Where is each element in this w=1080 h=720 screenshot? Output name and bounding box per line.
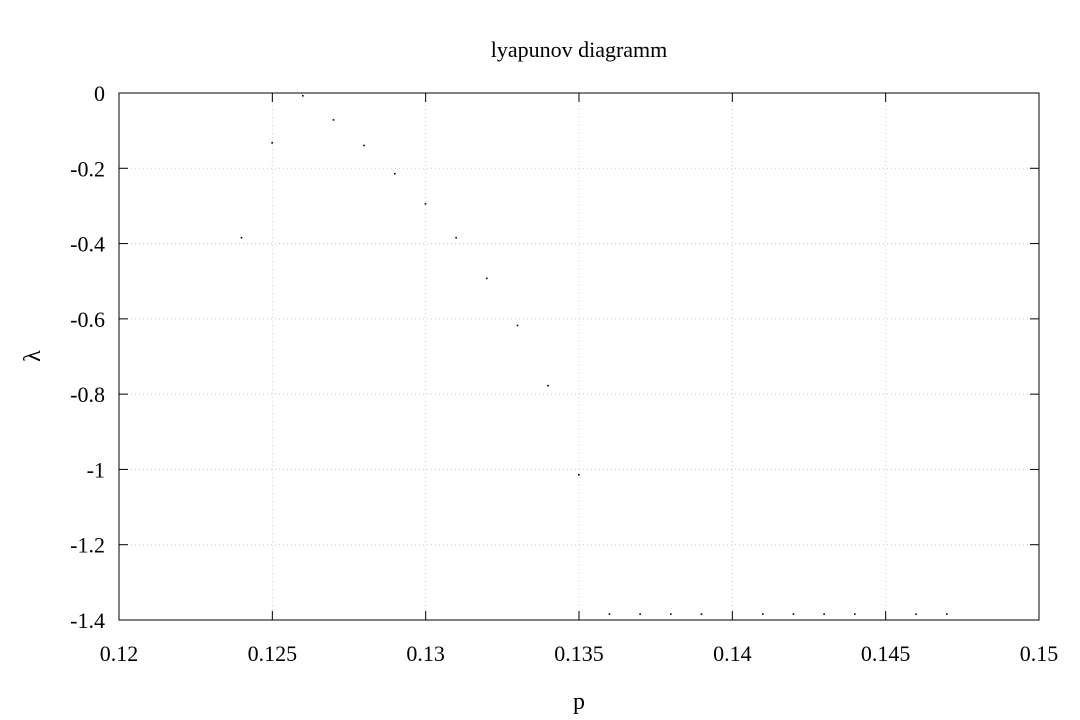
data-point bbox=[946, 613, 948, 615]
data-point bbox=[915, 613, 917, 615]
y-tick-label: 0 bbox=[94, 81, 105, 106]
chart-title: lyapunov diagramm bbox=[491, 37, 668, 62]
data-point bbox=[424, 203, 427, 205]
x-tick-label: 0.15 bbox=[1020, 641, 1059, 666]
data-point bbox=[516, 324, 519, 327]
data-point bbox=[700, 613, 703, 615]
data-point bbox=[639, 613, 641, 615]
data-point bbox=[332, 119, 335, 121]
y-axis-label: λ bbox=[20, 350, 46, 362]
plot-frame bbox=[118, 92, 1040, 621]
y-tick-label: -1.2 bbox=[70, 533, 105, 558]
grid-lines bbox=[119, 93, 1039, 620]
data-point bbox=[578, 474, 580, 476]
x-tick-label: 0.12 bbox=[100, 641, 139, 666]
data-point bbox=[394, 172, 396, 175]
data-point bbox=[792, 613, 795, 615]
x-tick-label: 0.14 bbox=[713, 641, 752, 666]
x-tick-labels: 0.12 0.125 0.13 0.135 0.14 0.145 0.15 bbox=[100, 641, 1059, 666]
data-point bbox=[240, 236, 243, 239]
data-point bbox=[455, 236, 457, 239]
data-point bbox=[670, 613, 672, 615]
data-point bbox=[302, 95, 304, 97]
data-point bbox=[608, 613, 611, 615]
data-point bbox=[762, 613, 764, 615]
data-point bbox=[854, 613, 856, 615]
axis-ticks bbox=[118, 92, 1040, 621]
x-tick-label: 0.135 bbox=[554, 641, 604, 666]
data-point bbox=[547, 384, 549, 387]
x-tick-label: 0.145 bbox=[861, 641, 911, 666]
x-tick-label: 0.13 bbox=[406, 641, 445, 666]
y-tick-label: -0.6 bbox=[70, 307, 105, 332]
y-tick-label: -1.4 bbox=[70, 608, 105, 633]
x-axis-label: p bbox=[573, 689, 585, 715]
y-tick-label: -1 bbox=[87, 457, 105, 482]
data-point bbox=[486, 277, 488, 280]
y-tick-label: -0.4 bbox=[70, 232, 105, 257]
x-tick-label: 0.125 bbox=[248, 641, 298, 666]
y-tick-label: -0.2 bbox=[70, 156, 105, 181]
data-point bbox=[823, 613, 825, 615]
y-tick-labels: 0 -0.2 -0.4 -0.6 -0.8 -1 -1.2 -1.4 bbox=[70, 81, 105, 633]
y-tick-label: -0.8 bbox=[70, 382, 105, 407]
data-points bbox=[240, 95, 948, 615]
data-point bbox=[271, 142, 273, 144]
data-point bbox=[363, 144, 365, 147]
